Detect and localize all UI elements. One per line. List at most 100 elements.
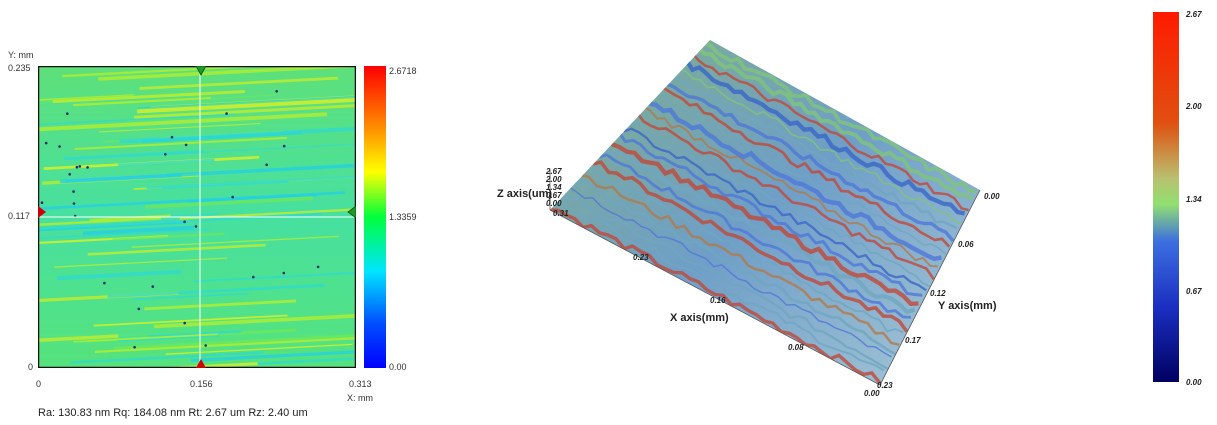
surface-colorbar bbox=[1153, 12, 1179, 382]
surface-ridge bbox=[561, 190, 889, 370]
surface-ridge bbox=[580, 173, 900, 346]
surface-pit bbox=[225, 112, 228, 115]
x-tick: 0.16 bbox=[710, 296, 726, 305]
y-axis-title: Y axis(mm) bbox=[938, 300, 997, 312]
surface-colorbar-label: 0.67 bbox=[1186, 287, 1202, 296]
surface-pit bbox=[44, 141, 48, 145]
surface-stripe bbox=[190, 343, 356, 363]
surface-ridge bbox=[556, 199, 885, 372]
colorbar-mid: 1.3359 bbox=[389, 212, 417, 222]
surface-stripe bbox=[145, 196, 313, 209]
surface-pit bbox=[275, 90, 278, 93]
cursor-marker-top[interactable] bbox=[195, 66, 207, 76]
surface-stripe bbox=[38, 191, 345, 212]
surface-stripe bbox=[63, 149, 204, 161]
z-tick: 0.67 bbox=[546, 191, 562, 200]
surface-pit bbox=[184, 143, 188, 147]
surface-pit bbox=[316, 265, 320, 269]
x-tick: 0.08 bbox=[788, 343, 804, 352]
surface-stripe bbox=[57, 269, 182, 281]
y-axis-line bbox=[879, 189, 981, 386]
surface-ridge bbox=[610, 141, 919, 306]
z-tick: 2.00 bbox=[546, 175, 562, 184]
y-tick: 0.17 bbox=[905, 336, 921, 345]
map-colorbar bbox=[364, 66, 386, 368]
surface-stripe bbox=[38, 221, 187, 234]
roughness-stats: Ra: 130.83 nm Rq: 184.08 nm Rt: 2.67 um … bbox=[38, 407, 308, 419]
surface-pit bbox=[68, 173, 71, 176]
surface-ridge bbox=[648, 101, 942, 262]
surface-pit bbox=[231, 195, 234, 199]
surface-stripe bbox=[98, 122, 261, 133]
surface-pit bbox=[204, 344, 207, 347]
surface-pit bbox=[75, 165, 79, 169]
cursor-marker-right[interactable] bbox=[347, 205, 356, 219]
z-tick: 0.00 bbox=[546, 199, 562, 208]
surface-stripe bbox=[93, 314, 288, 327]
surface-stripe bbox=[38, 94, 134, 103]
surface-stripe bbox=[72, 96, 211, 107]
surface-ridge bbox=[660, 84, 951, 248]
surface-ridge bbox=[690, 51, 969, 212]
height-map[interactable] bbox=[38, 66, 356, 368]
surface-ridge bbox=[598, 153, 911, 319]
surface-stripe bbox=[52, 90, 246, 104]
surface-ridge bbox=[635, 110, 935, 281]
surface-stripe bbox=[139, 76, 338, 90]
surface-stripe bbox=[82, 225, 195, 236]
surface-stripe bbox=[38, 113, 236, 128]
surface-stripe bbox=[150, 141, 356, 156]
x-tick: 0.31 bbox=[553, 209, 569, 218]
cursor-marker-bottom[interactable] bbox=[196, 359, 206, 368]
surface-mesh bbox=[550, 40, 980, 385]
surface-ridge bbox=[616, 129, 923, 297]
z-tick: 1.34 bbox=[546, 183, 562, 192]
surface-stripe bbox=[131, 235, 340, 248]
surface-ridge bbox=[586, 163, 904, 334]
y-unit-label: Y: mm bbox=[8, 50, 34, 60]
surface-3d-plot[interactable] bbox=[540, 40, 1010, 400]
x-unit-label: X: mm bbox=[347, 393, 373, 403]
surface-pit bbox=[103, 281, 106, 285]
y-tick: 0.12 bbox=[930, 289, 946, 298]
surface-stripe bbox=[87, 243, 266, 256]
surface-pit bbox=[282, 144, 286, 148]
surface-pit bbox=[58, 145, 61, 148]
surface-ridge bbox=[666, 82, 955, 242]
surface-colorbar-label: 0.00 bbox=[1186, 378, 1202, 387]
surface-pit bbox=[72, 202, 76, 205]
x-axis-title: X axis(mm) bbox=[670, 312, 729, 324]
surface-pit bbox=[194, 225, 198, 228]
cursor-marker-left[interactable] bbox=[38, 206, 46, 218]
surface-ridge bbox=[574, 181, 897, 356]
surface-pit bbox=[282, 271, 286, 275]
y-tick-mid: 0.117 bbox=[8, 211, 30, 221]
surface-stripe bbox=[70, 351, 265, 364]
surface-pit bbox=[86, 166, 89, 169]
colorbar-max: 2.6718 bbox=[389, 66, 417, 76]
surface-pit bbox=[265, 163, 268, 167]
surface-stripe bbox=[134, 102, 356, 119]
surface-ridge bbox=[678, 67, 962, 225]
x-axis-line bbox=[549, 209, 881, 386]
surface-pit bbox=[133, 345, 136, 349]
surface-ridge bbox=[629, 121, 931, 288]
surface-ridge bbox=[641, 105, 938, 268]
surface-pit bbox=[183, 321, 186, 325]
surface-ridge bbox=[604, 148, 916, 315]
surface-pit bbox=[183, 220, 186, 224]
surface-stripe bbox=[193, 267, 356, 283]
surface-stripe bbox=[148, 330, 243, 338]
surface-stripe bbox=[153, 312, 356, 329]
surface-stripe bbox=[119, 123, 356, 144]
surface-pit bbox=[40, 201, 44, 204]
surface-ridges bbox=[550, 40, 977, 385]
z-tick: 2.67 bbox=[546, 167, 562, 176]
surface-stripe bbox=[94, 334, 356, 354]
y-tick: 0.23 bbox=[877, 381, 893, 390]
surface-stripe bbox=[137, 91, 356, 109]
surface-stripe bbox=[118, 158, 215, 167]
surface-stripe bbox=[53, 257, 228, 268]
surface-stripe bbox=[38, 228, 210, 241]
y-tick-top: 0.235 bbox=[8, 63, 31, 73]
